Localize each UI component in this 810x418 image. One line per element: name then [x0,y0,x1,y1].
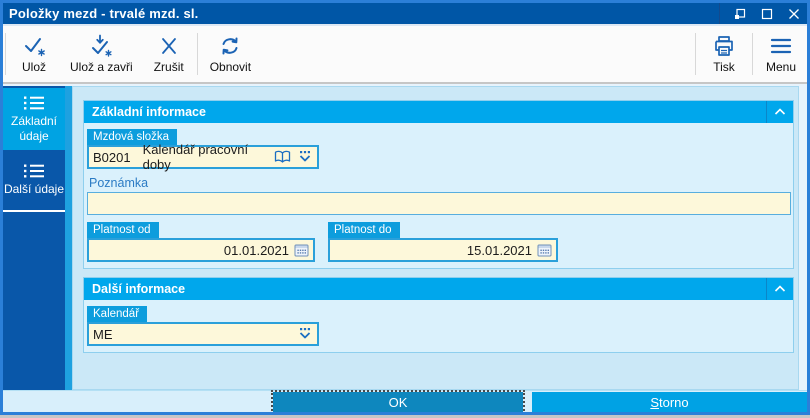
group-body: Mzdová složka B0201 Kalendář pracovní do… [84,123,793,268]
platnost-od-column: Platnost od 01.01.2021 [87,220,315,262]
storno-rest: torno [659,394,689,410]
platnost-od-value: 01.01.2021 [223,242,289,258]
save-close-label: Ulož a zavři [70,59,133,74]
field-label-platnost-od: Platnost od [87,222,159,238]
group-title: Další informace [92,282,186,296]
title-bar: Položky mezd - trvalé mzd. sl. [3,3,807,24]
print-button[interactable]: Tisk [698,26,750,82]
close-icon [788,8,800,20]
collapse-button[interactable] [766,278,793,300]
save-close-button[interactable]: Ulož a zavři [60,26,143,82]
list-icon [22,163,46,179]
field-label-kalendar: Kalendář [87,306,148,322]
poznamka-input[interactable] [87,192,791,215]
group-title: Základní informace [92,105,206,119]
list-icon [22,95,46,111]
toolbar-separator [695,33,696,75]
book-lookup-icon[interactable] [274,150,291,164]
sidebar-item-label: Základní údaje [10,113,58,143]
sidebar-accent-strip [65,86,72,390]
mzdova-slozka-code: B0201 [93,149,131,165]
toolbar-separator [196,33,198,75]
toolbar-right-group: Tisk Menu [693,26,807,82]
sidebar: Základní údaje Další údaje [3,86,65,390]
save-close-arrow-icon [88,33,114,59]
platnost-do-value: 15.01.2021 [466,242,532,258]
kalendar-value: ME [93,326,113,342]
list-select-icon[interactable] [297,150,313,164]
calendar-icon[interactable] [294,243,309,257]
platnost-do-column: Platnost do 15.01.2021 [328,220,558,262]
refresh-label: Obnovit [209,59,252,74]
sidebar-item-dalsi-udaje[interactable]: Další údaje [3,150,65,212]
content-panel: Základní informace Mzdová složka B0201 K… [72,86,799,390]
titlebar-separator [719,3,720,24]
kalendar-input[interactable]: ME [87,322,319,346]
field-label-poznamka: Poznámka [89,176,149,190]
toolbar: Ulož Ulož a zavři Zrušit Obnovit [3,26,807,84]
cancel-button[interactable]: Zrušit [143,26,195,82]
menu-label: Menu [765,59,797,74]
field-label-platnost-do: Platnost do [328,222,400,238]
menu-button[interactable]: Menu [755,26,807,82]
print-label: Tisk [713,59,735,74]
storno-accel: S [650,394,660,410]
close-button[interactable] [780,3,807,24]
platnost-do-input[interactable]: 15.01.2021 [328,238,558,262]
group-dalsi-informace: Další informace Kalendář ME [83,277,794,353]
group-header: Základní informace [84,101,793,123]
refresh-icon [217,33,243,59]
printer-icon [711,33,737,59]
cancel-label: Zrušit [153,59,184,74]
calendar-icon[interactable] [537,243,552,257]
sidebar-item-zakladni-udaje[interactable]: Základní údaje [3,88,65,150]
maximize-icon [761,8,773,20]
group-header: Další informace [84,278,793,300]
toolbar-left-group: Ulož Ulož a zavři Zrušit Obnovit [3,26,261,82]
ok-button[interactable]: OK [271,390,525,412]
restore-button[interactable] [726,3,753,24]
window-title: Položky mezd - trvalé mzd. sl. [9,6,199,21]
collapse-button[interactable] [766,101,793,123]
platnost-od-input[interactable]: 01.01.2021 [87,238,315,262]
group-body: Kalendář ME [84,300,793,352]
group-zakladni-informace: Základní informace Mzdová složka B0201 K… [83,100,794,269]
chevron-up-icon [774,285,786,293]
field-label-mzdova-slozka: Mzdová složka [87,129,178,145]
toolbar-separator [5,33,6,75]
titlebar-underline [3,24,807,26]
mzdova-slozka-input[interactable]: B0201 Kalendář pracovní doby [87,142,319,172]
main-area: Základní údaje Další údaje Základní info… [3,86,807,390]
hamburger-icon [768,33,794,59]
mzdova-slozka-value: Kalendář pracovní doby [142,142,249,172]
refresh-button[interactable]: Obnovit [200,26,261,82]
save-check-icon [21,33,47,59]
save-button[interactable]: Ulož [8,26,60,82]
window-controls [719,3,807,24]
sidebar-item-label: Další údaje [3,182,65,196]
maximize-button[interactable] [753,3,780,24]
toolbar-separator [752,33,753,75]
cancel-x-icon [156,33,182,59]
platnost-row: Platnost od 01.01.2021 Platnost do [87,220,790,262]
save-label: Ulož [21,59,46,74]
restore-icon [734,8,746,20]
chevron-up-icon [774,108,786,116]
list-select-icon[interactable] [297,327,313,341]
